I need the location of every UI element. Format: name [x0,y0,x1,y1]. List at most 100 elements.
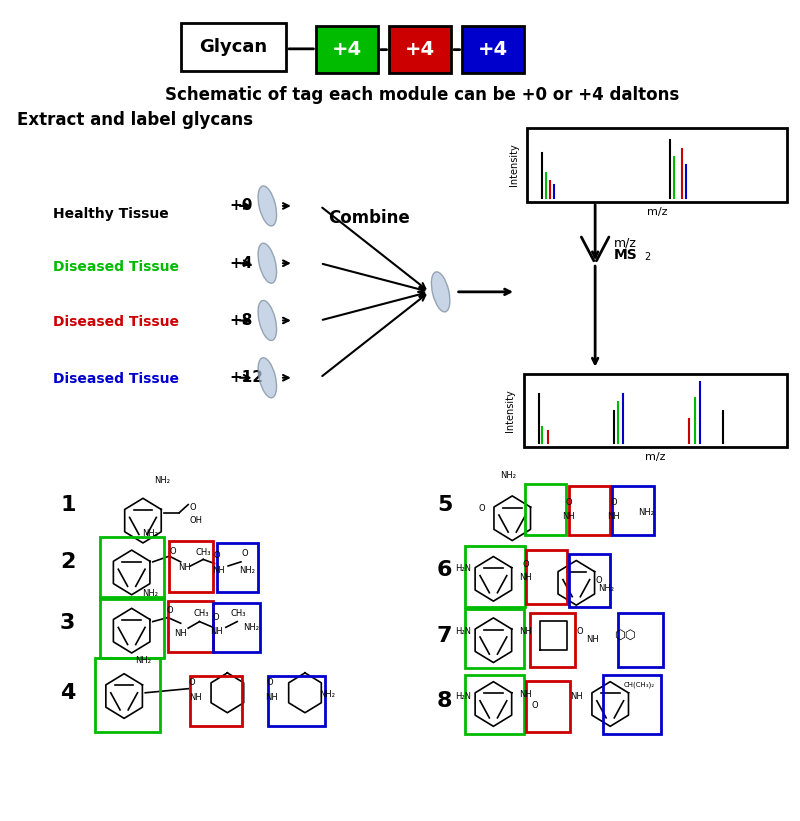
Text: 8: 8 [437,691,452,711]
Bar [526,681,570,732]
Text: NH₂: NH₂ [501,471,517,480]
Text: NH₂: NH₂ [598,585,614,594]
Text: NH₂: NH₂ [142,589,158,598]
Bar [523,374,787,447]
Text: +12: +12 [230,370,264,385]
Bar [569,553,610,607]
Text: Healthy Tissue: Healthy Tissue [53,207,168,221]
Text: NH: NH [570,692,582,701]
Text: O: O [214,551,220,560]
Text: H₂N: H₂N [455,692,471,701]
Text: O: O [189,678,195,687]
Text: 4: 4 [60,683,75,703]
Text: NH₂: NH₂ [239,566,255,575]
Bar [526,550,567,603]
Text: Diseased Tissue: Diseased Tissue [53,373,178,387]
Text: NH: NH [519,573,532,582]
Text: NH: NH [607,512,620,521]
Text: O: O [190,503,196,512]
Ellipse shape [258,243,277,283]
Text: +8: +8 [230,313,253,328]
Text: 5: 5 [437,494,452,515]
Text: NH: NH [265,693,278,702]
Text: CH₃: CH₃ [231,609,246,618]
Bar [530,613,574,667]
Bar [465,675,523,734]
Bar [95,658,159,732]
Bar [190,677,242,726]
Text: NH: NH [178,563,190,572]
Text: H₂N: H₂N [455,564,471,573]
Text: 1: 1 [60,494,75,515]
Bar [213,603,260,652]
Text: Diseased Tissue: Diseased Tissue [53,315,178,329]
Text: m/z: m/z [645,452,666,462]
Bar [181,24,286,71]
Text: Schematic of tag each module can be +0 or +4 daltons: Schematic of tag each module can be +0 o… [165,86,679,104]
Text: NH: NH [562,512,575,521]
Text: +4: +4 [230,255,253,271]
Ellipse shape [258,358,277,398]
Text: Glycan: Glycan [199,39,267,56]
Text: NH₂: NH₂ [142,530,158,539]
Text: NH₂: NH₂ [638,508,654,517]
Text: H₂N: H₂N [455,627,471,636]
Text: O: O [213,613,219,622]
Text: NH: NH [210,627,223,636]
Text: O: O [595,576,602,585]
Text: 6: 6 [437,560,452,580]
Bar [465,545,525,607]
Bar [602,675,662,734]
Text: MS: MS [614,248,638,262]
Bar [316,26,378,73]
Text: ⬡⬡: ⬡⬡ [614,629,636,642]
Text: CH(CH₃)₂: CH(CH₃)₂ [623,681,654,688]
Text: O: O [242,549,248,558]
Text: NH₂: NH₂ [135,656,151,665]
Text: +0: +0 [230,199,253,213]
Text: m/z: m/z [614,236,637,250]
Text: 2: 2 [60,552,75,572]
Bar [527,128,787,202]
Bar [390,26,451,73]
Text: O: O [522,560,529,569]
Text: 2: 2 [644,253,650,263]
Text: Combine: Combine [328,209,410,227]
Bar [168,601,213,652]
Ellipse shape [431,272,450,312]
Text: NH₂: NH₂ [154,476,170,485]
Text: 7: 7 [437,626,452,645]
Text: OH: OH [190,516,202,525]
Text: O: O [478,504,486,513]
Bar [268,677,325,726]
Text: CH₃: CH₃ [194,609,209,618]
Bar [613,486,654,534]
Ellipse shape [258,300,277,341]
Bar [525,484,566,534]
Text: Extract and label glycans: Extract and label glycans [18,111,254,129]
Ellipse shape [258,186,277,226]
Text: O: O [566,498,572,507]
Bar [217,543,258,592]
Text: m/z: m/z [647,207,667,217]
Text: NH₂: NH₂ [242,623,258,632]
Text: Diseased Tissue: Diseased Tissue [53,260,178,274]
Text: NH: NH [586,635,599,644]
Bar [170,541,213,592]
Bar [462,26,524,73]
Text: O: O [531,700,538,709]
Text: +4: +4 [332,40,362,59]
Text: Intensity: Intensity [509,144,518,186]
Bar [100,597,164,658]
Bar [569,486,610,534]
Text: Intensity: Intensity [505,389,515,432]
Text: NH: NH [190,693,202,702]
Text: O: O [610,498,618,507]
Text: CH₃: CH₃ [195,548,211,557]
Text: NH₂: NH₂ [319,690,335,699]
Text: +4: +4 [478,40,509,59]
Text: NH: NH [519,690,532,699]
Text: 3: 3 [60,613,75,633]
Text: NH: NH [519,627,532,636]
Text: O: O [266,678,273,687]
